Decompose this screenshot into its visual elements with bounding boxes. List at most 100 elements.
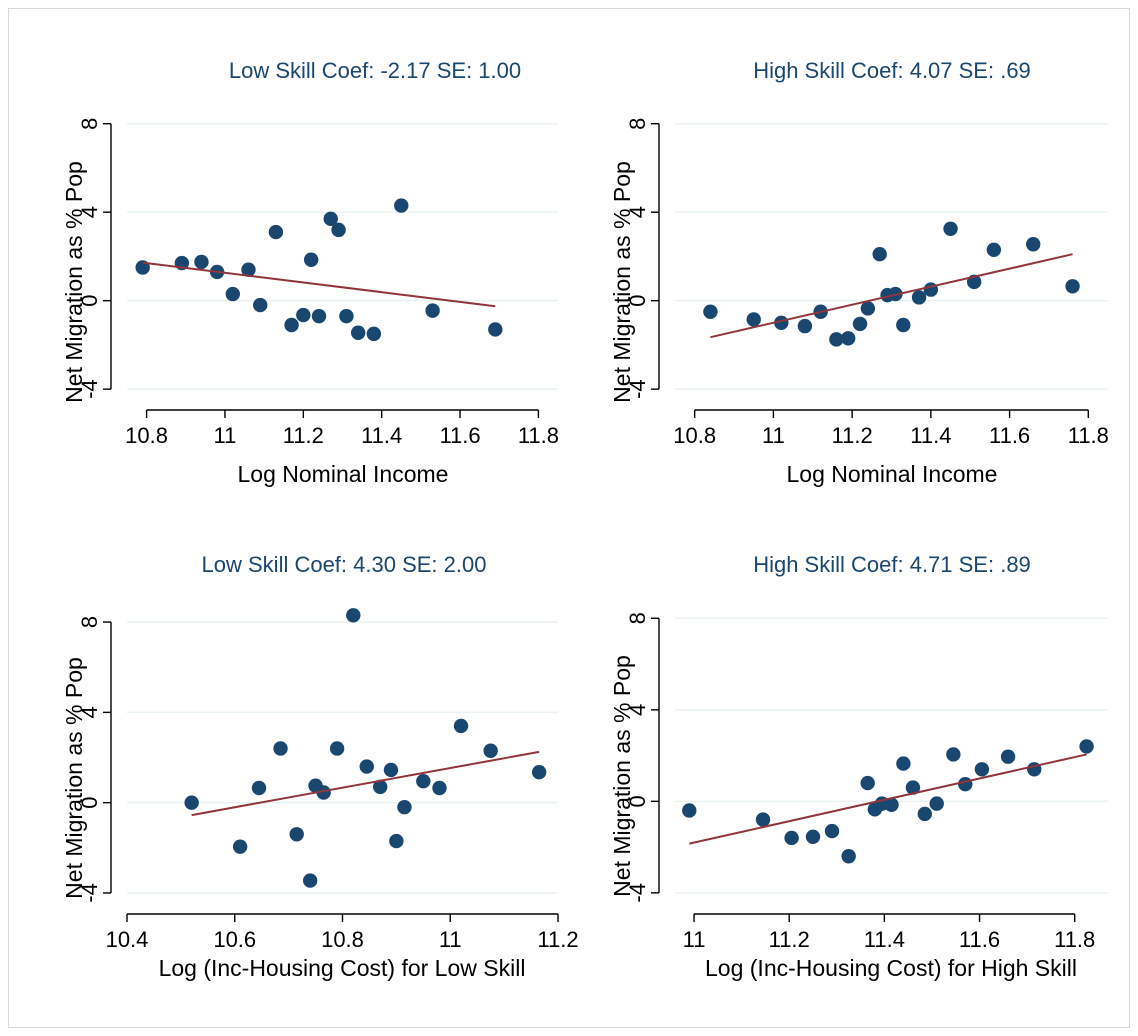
data-point-18 [425, 303, 440, 318]
data-point-9 [872, 247, 887, 262]
fit-line [142, 261, 496, 308]
data-point-7 [852, 316, 868, 332]
data-point-12 [917, 806, 933, 822]
data-point-16 [974, 762, 990, 777]
data-point-2 [194, 254, 209, 270]
data-point-12 [896, 317, 911, 333]
data-point-13 [389, 833, 404, 849]
x-tick-label: 11.2 [832, 423, 873, 448]
y-tick-label: -4 [625, 379, 650, 399]
data-point-3 [805, 829, 821, 844]
x-tick-label: 11.8 [1068, 423, 1109, 448]
data-point-4 [225, 286, 240, 302]
chart-title: High Skill Coef: 4.07 SE: .69 [753, 58, 1031, 83]
y-tick-label: 4 [77, 206, 102, 218]
data-point-9 [884, 797, 899, 812]
x-tick-label: 11.4 [864, 927, 905, 952]
data-point-13 [911, 290, 927, 305]
data-point-17 [1000, 749, 1016, 764]
data-point-2 [784, 830, 799, 846]
x-tick-label: 10.8 [321, 927, 364, 952]
x-tick-label: 10.4 [106, 927, 149, 952]
data-point-15 [350, 325, 366, 340]
fit-line [191, 750, 540, 817]
x-tick-label: 11.8 [1054, 927, 1095, 952]
data-point-14 [946, 747, 961, 762]
y-tick-label: -4 [77, 883, 102, 903]
data-point-12 [323, 211, 338, 227]
chart-title: High Skill Coef: 4.71 SE: .89 [753, 552, 1031, 577]
scatter-chart-low-skill-housing: Low Skill Coef: 4.30 SE: 2.00 Log (Inc-H… [61, 552, 578, 981]
data-point-14 [339, 308, 354, 324]
data-point-4 [289, 827, 304, 842]
data-point-11 [311, 308, 327, 324]
y-tick-label: -4 [77, 379, 102, 399]
data-point-8 [860, 301, 876, 316]
x-tick-label: 11.6 [959, 927, 1000, 952]
x-tick-label: 11 [214, 423, 237, 448]
data-point-19 [488, 322, 503, 337]
x-tick-label: 10.6 [213, 927, 256, 952]
data-point-0 [703, 304, 718, 319]
x-tick-label: 10.8 [673, 423, 716, 448]
x-tick-label: 11 [439, 927, 462, 952]
y-tick-label: 0 [77, 295, 102, 307]
data-point-10 [896, 756, 911, 771]
scatter-chart-high-skill-nominal: High Skill Coef: 4.07 SE: .69 Log Nomina… [609, 58, 1109, 487]
data-point-1 [232, 839, 248, 854]
data-point-3 [273, 741, 288, 756]
y-tick-label: 8 [625, 612, 650, 624]
chart-title: Low Skill Coef: 4.30 SE: 2.00 [202, 552, 487, 577]
data-point-3 [797, 318, 813, 334]
x-tick-label: 11 [762, 423, 785, 448]
x-tick-label: 11.6 [439, 423, 480, 448]
y-axis-label: Net Migration as % Pop [609, 161, 635, 403]
data-point-6 [860, 775, 875, 791]
data-point-19 [1079, 739, 1094, 754]
x-tick-label: 11.4 [910, 423, 951, 448]
panel-top-left: Low Skill Coef: -2.17 SE: 1.00 Log Nomin… [30, 26, 578, 520]
y-tick-label: 8 [77, 616, 102, 628]
data-point-15 [943, 221, 958, 236]
data-point-12 [383, 762, 399, 778]
y-tick-label: 4 [625, 704, 650, 716]
data-point-9 [296, 307, 311, 323]
data-point-9 [346, 608, 361, 623]
data-point-18 [1026, 237, 1041, 252]
x-tick-label: 11.2 [769, 927, 810, 952]
data-point-0 [682, 803, 697, 818]
fit-line [689, 753, 1087, 845]
x-tick-label: 11.2 [537, 927, 578, 952]
data-point-8 [329, 741, 345, 756]
x-tick-label: 11.4 [361, 423, 402, 448]
y-tick-label: 0 [77, 797, 102, 809]
data-point-19 [1065, 279, 1080, 294]
data-point-18 [483, 743, 498, 758]
y-tick-label: 8 [77, 118, 102, 130]
data-point-6 [253, 297, 268, 313]
y-tick-label: 8 [625, 118, 650, 130]
x-axis-label: Log (Inc-Housing Cost) for High Skill [705, 955, 1077, 981]
data-point-0 [184, 795, 199, 810]
data-point-16 [366, 326, 382, 342]
data-point-15 [416, 774, 431, 789]
data-point-1 [746, 312, 761, 327]
y-tick-label: 0 [625, 795, 650, 807]
y-axis-label: Net Migration as % Pop [61, 657, 87, 899]
data-point-10 [359, 759, 374, 774]
fit-line [710, 253, 1073, 339]
data-point-2 [251, 780, 267, 796]
panel-bottom-right: High Skill Coef: 4.71 SE: .89 Log (Inc-H… [578, 520, 1128, 1018]
data-point-14 [397, 799, 412, 815]
data-point-17 [394, 198, 409, 213]
data-point-5 [241, 262, 256, 277]
data-point-17 [453, 718, 469, 734]
data-point-11 [373, 779, 388, 795]
x-tick-label: 11 [683, 927, 706, 952]
data-point-11 [905, 780, 921, 795]
data-point-13 [929, 796, 944, 811]
panel-top-right: High Skill Coef: 4.07 SE: .69 Log Nomina… [578, 26, 1128, 520]
x-tick-label: 11.6 [989, 423, 1030, 448]
chart-title: Low Skill Coef: -2.17 SE: 1.00 [229, 58, 521, 83]
